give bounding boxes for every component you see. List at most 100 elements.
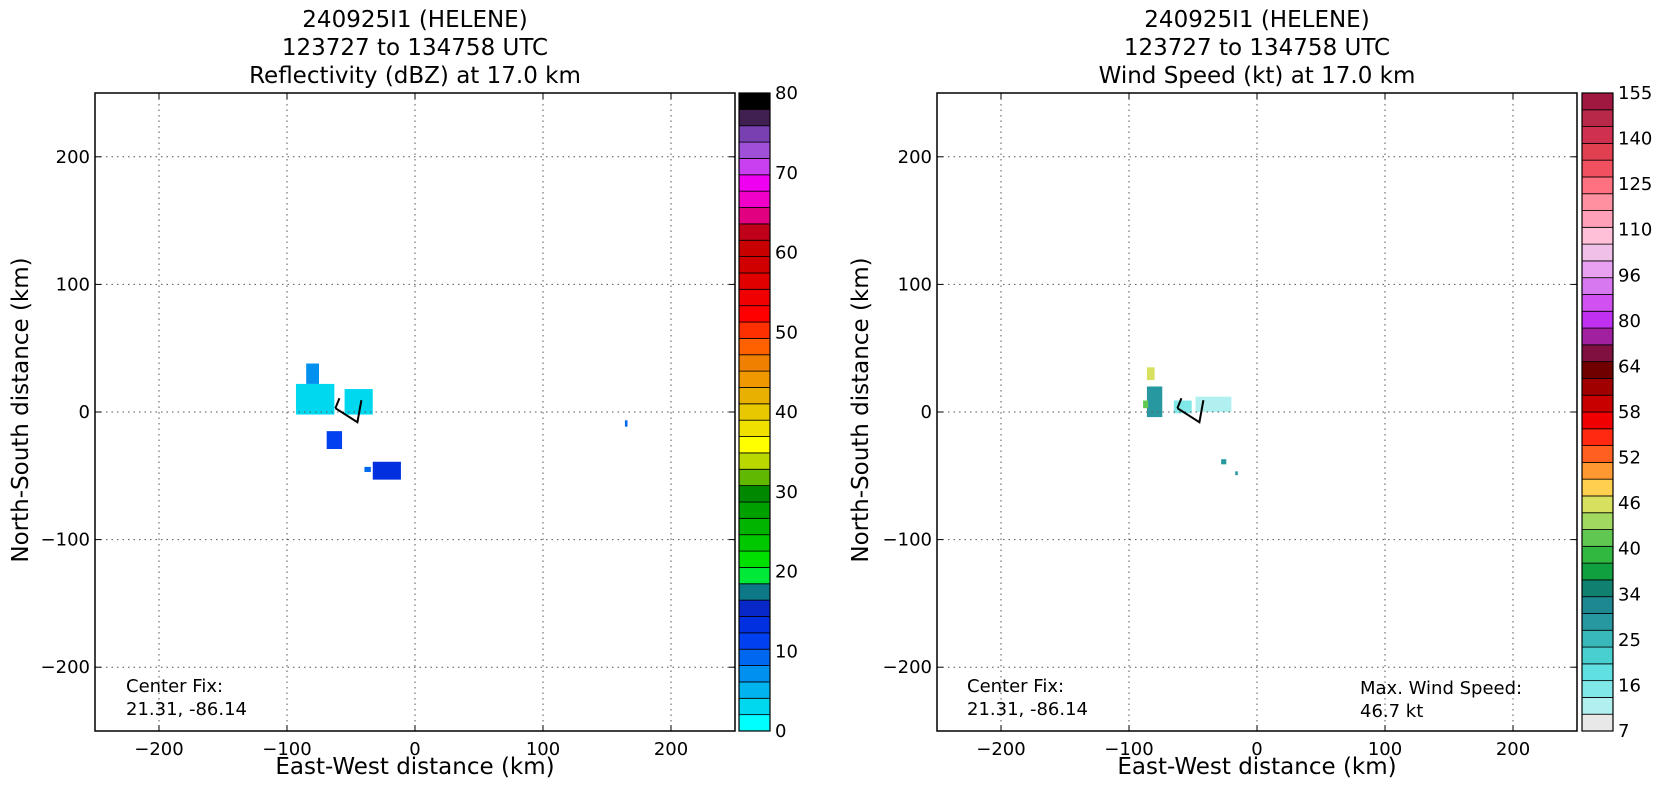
colorbar-segment bbox=[1581, 545, 1614, 564]
colorbar-segment bbox=[1581, 126, 1614, 144]
center-fix-value: 21.31, -86.14 bbox=[967, 699, 1088, 720]
colorbar-tick-label: 34 bbox=[1618, 584, 1641, 605]
colorbar-segment bbox=[1581, 327, 1614, 346]
echo-region-5 bbox=[364, 466, 371, 472]
x-tick-label: −100 bbox=[262, 739, 311, 760]
colorbar-segment bbox=[1581, 344, 1614, 363]
colorbar-segment bbox=[1581, 92, 1614, 111]
wind-speed-colorbar: 7 16 25 34 40 46 52 58 64 80 96 110 125 140 155 bbox=[1581, 83, 1652, 742]
colorbar-segment bbox=[1581, 394, 1614, 413]
colorbar-segment bbox=[738, 174, 771, 192]
colorbar-segment bbox=[738, 305, 771, 323]
center-fix-label: Center Fix: bbox=[126, 676, 223, 697]
colorbar-segment bbox=[738, 239, 771, 257]
colorbar-segment bbox=[738, 632, 771, 650]
colorbar-segment bbox=[1581, 613, 1614, 631]
colorbar-segment bbox=[738, 108, 771, 127]
x-tick-label: 0 bbox=[409, 739, 420, 760]
colorbar-tick-label: 20 bbox=[775, 562, 798, 583]
colorbar-segment bbox=[738, 485, 771, 503]
y-tick-label: 200 bbox=[56, 147, 90, 168]
colorbar-segment bbox=[738, 141, 771, 159]
colorbar-segment bbox=[1581, 277, 1614, 295]
echo-region-2 bbox=[1143, 400, 1149, 409]
colorbar-segment bbox=[1581, 378, 1614, 396]
colorbar-segment bbox=[1581, 512, 1614, 530]
colorbar-segment bbox=[1581, 629, 1614, 648]
max-wind-label: Max. Wind Speed: bbox=[1360, 678, 1522, 699]
colorbar-segment bbox=[738, 158, 771, 176]
colorbar-segment bbox=[738, 550, 771, 568]
x-tick-label: −200 bbox=[976, 739, 1025, 760]
x-axis-label: East-West distance (km) bbox=[275, 754, 554, 780]
colorbar-segment bbox=[738, 697, 771, 716]
colorbar-segment bbox=[1581, 713, 1614, 732]
colorbar-segment bbox=[738, 223, 771, 241]
colorbar-segment bbox=[1581, 562, 1614, 581]
colorbar-segment bbox=[1581, 176, 1614, 195]
colorbar-segment bbox=[1581, 193, 1614, 211]
colorbar-segment bbox=[738, 92, 771, 110]
wind-barb bbox=[1176, 397, 1205, 424]
chart-title-line-1: 240925I1 (HELENE) bbox=[302, 7, 527, 33]
colorbar-tick-label: 30 bbox=[775, 482, 798, 503]
y-tick-label: 0 bbox=[79, 402, 90, 423]
colorbar-tick-label: 0 bbox=[775, 721, 786, 742]
echo-region-3 bbox=[1195, 396, 1232, 412]
x-tick-label: −100 bbox=[1104, 739, 1153, 760]
colorbar-segment bbox=[738, 452, 771, 470]
center-fix-label: Center Fix: bbox=[967, 676, 1064, 697]
y-tick-label: 100 bbox=[898, 274, 932, 295]
echo-region-0 bbox=[295, 383, 335, 415]
colorbar-segment bbox=[738, 583, 771, 601]
colorbar-tick-label: 140 bbox=[1618, 129, 1652, 150]
colorbar-tick-label: 64 bbox=[1618, 356, 1641, 377]
colorbar-segment bbox=[1581, 697, 1614, 715]
colorbar-segment bbox=[738, 354, 771, 372]
colorbar-segment bbox=[738, 648, 771, 666]
reflectivity-panel: 240925I1 (HELENE) 123727 to 134758 UTC R… bbox=[8, 7, 798, 780]
chart-title-line-3: Reflectivity (dBZ) at 17.0 km bbox=[249, 63, 581, 89]
x-tick-label: −200 bbox=[134, 739, 183, 760]
colorbar-segment bbox=[1581, 226, 1614, 245]
colorbar-segment bbox=[738, 207, 771, 225]
colorbar-tick-label: 46 bbox=[1618, 493, 1641, 514]
colorbar-tick-label: 16 bbox=[1618, 675, 1641, 696]
colorbar-segment bbox=[1581, 529, 1614, 547]
y-tick-label: 200 bbox=[898, 147, 932, 168]
colorbar-segment bbox=[738, 616, 771, 634]
y-tick-label: 100 bbox=[56, 274, 90, 295]
colorbar-segment bbox=[1581, 579, 1614, 598]
colorbar-segment bbox=[1581, 461, 1614, 480]
colorbar-segment bbox=[1581, 428, 1614, 446]
x-tick-label: 200 bbox=[1496, 739, 1530, 760]
wind-speed-panel: 240925I1 (HELENE) 123727 to 134758 UTC W… bbox=[848, 7, 1652, 780]
colorbar-segment bbox=[738, 567, 771, 585]
colorbar-tick-label: 60 bbox=[775, 243, 798, 264]
colorbar-tick-label: 52 bbox=[1618, 448, 1641, 469]
colorbar-segment bbox=[1581, 142, 1614, 161]
echo-region-6 bbox=[1235, 471, 1238, 476]
colorbar-tick-label: 7 bbox=[1618, 721, 1629, 742]
colorbar-segment bbox=[738, 403, 771, 421]
colorbar-segment bbox=[1581, 646, 1614, 665]
colorbar-segment bbox=[1581, 663, 1614, 682]
colorbar-tick-label: 10 bbox=[775, 641, 798, 662]
colorbar-segment bbox=[738, 517, 771, 536]
echo-region-6 bbox=[624, 420, 628, 427]
colorbar-tick-label: 70 bbox=[775, 163, 798, 184]
colorbar-segment bbox=[1581, 478, 1614, 497]
chart-title-line-2: 123727 to 134758 UTC bbox=[1124, 35, 1390, 61]
y-tick-label: −100 bbox=[883, 530, 932, 551]
colorbar-tick-label: 155 bbox=[1618, 83, 1652, 104]
colorbar-tick-label: 40 bbox=[1618, 539, 1641, 560]
reflectivity-colorbar: 0 10 20 30 40 50 60 70 80 bbox=[738, 83, 798, 742]
reflectivity-plot-area: −200 −100 0 100 200 −200 −100 0 100 200 bbox=[41, 92, 736, 760]
x-tick-label: 100 bbox=[526, 739, 560, 760]
echo-region-1 bbox=[1146, 367, 1155, 381]
colorbar-segment bbox=[1581, 411, 1614, 430]
colorbar-segment bbox=[738, 337, 771, 356]
colorbar-segment bbox=[738, 599, 771, 617]
x-axis-label: East-West distance (km) bbox=[1117, 754, 1396, 780]
y-axis-label: North-South distance (km) bbox=[8, 257, 34, 562]
